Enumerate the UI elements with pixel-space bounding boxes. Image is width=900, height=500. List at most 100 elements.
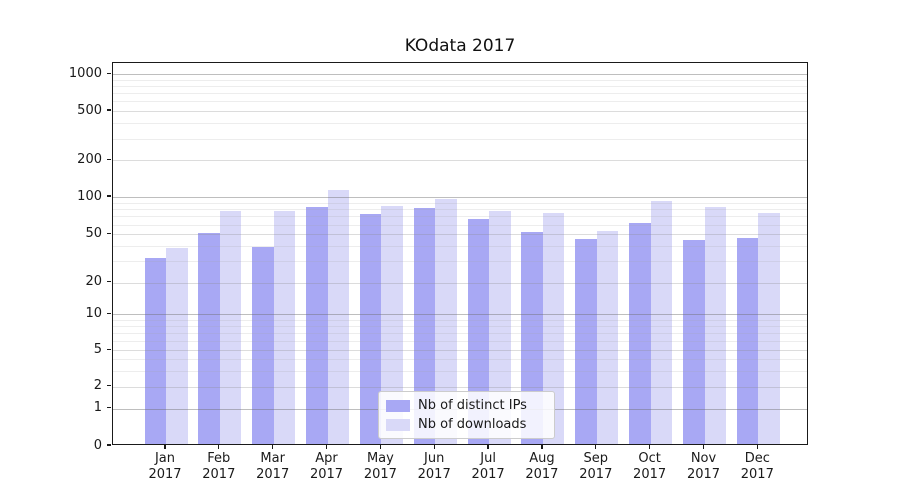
y-tick-label-2: 2: [93, 378, 102, 394]
bar-ips-dec: [736, 237, 759, 444]
legend-item-downloads: Nb of downloads: [386, 417, 546, 432]
bar-ips-apr: [306, 207, 328, 444]
x-tick-mark: [541, 445, 543, 449]
x-tick-label-month-jan: Jan: [154, 451, 176, 466]
gridline-300: [113, 138, 807, 140]
gridline-4: [113, 359, 807, 361]
y-tick-mark: [107, 407, 111, 409]
y-tick-mark: [107, 385, 111, 387]
gridline-200: [113, 160, 807, 162]
bar-ips-nov: [683, 240, 705, 444]
gridline-60: [113, 224, 807, 226]
x-tick-label-month-nov: Nov: [690, 451, 717, 466]
y-tick-label-200: 200: [77, 151, 102, 167]
bar-downloads-nov: [704, 207, 726, 444]
x-tick-label-month-jul: Jul: [480, 451, 496, 466]
chart-title: KOdata 2017: [404, 36, 516, 56]
y-tick-label-50: 50: [85, 225, 102, 241]
gridline-100: [113, 197, 807, 198]
y-tick-mark: [107, 72, 111, 74]
gridline-6: [113, 340, 807, 342]
bar-ips-may: [359, 214, 382, 444]
y-tick-label-10: 10: [85, 305, 102, 321]
y-tick-label-0: 0: [93, 437, 102, 453]
x-tick-mark: [272, 445, 274, 449]
x-tick-mark: [164, 445, 166, 449]
gridline-30: [113, 261, 807, 263]
bar-ips-jul: [467, 219, 490, 444]
gridline-70: [113, 216, 807, 218]
y-tick-mark: [107, 109, 111, 111]
legend-item-distinct-ips: Nb of distinct IPs: [386, 398, 546, 413]
x-tick-mark: [648, 445, 651, 449]
y-tick-label-20: 20: [85, 274, 102, 290]
gridline-90: [113, 202, 807, 204]
x-tick-label-month-mar: Mar: [260, 451, 285, 466]
x-tick-mark: [487, 445, 489, 449]
gridline-700: [113, 93, 807, 95]
x-tick-label-month-may: May: [366, 451, 394, 466]
bar-ips-mar: [252, 246, 274, 444]
x-tick-label-year-jun: 2017: [417, 467, 451, 482]
x-tick-label-month-apr: Apr: [315, 451, 338, 466]
gridline-10: [113, 314, 807, 316]
x-tick-label-year-oct: 2017: [633, 467, 667, 482]
y-tick-label-1000: 1000: [68, 65, 102, 81]
x-tick-label-month-dec: Dec: [744, 451, 770, 466]
bar-downloads-may: [381, 206, 403, 444]
gridline-800: [113, 86, 807, 88]
x-tick-mark: [756, 445, 758, 449]
x-tick-label-month-jun: Jun: [424, 451, 445, 466]
legend-label-distinct-ips: Nb of distinct IPs: [418, 398, 527, 413]
bar-downloads-oct: [650, 200, 673, 444]
x-tick-mark: [325, 445, 328, 449]
bar-downloads-aug: [542, 212, 565, 444]
y-tick-label-1: 1: [93, 400, 102, 416]
y-tick-label-500: 500: [77, 102, 102, 118]
gridline-9: [113, 319, 807, 321]
y-tick-mark: [107, 444, 111, 446]
plot-area: [112, 62, 808, 445]
x-tick-label-year-may: 2017: [363, 467, 397, 482]
x-tick-mark: [379, 445, 382, 449]
bar-downloads-jul: [489, 211, 511, 444]
bar-ips-feb: [198, 233, 220, 444]
legend-swatch-downloads: [386, 418, 410, 431]
gridline-50: [113, 234, 807, 236]
bar-ips-jan: [144, 257, 166, 444]
x-tick-label-month-sep: Sep: [583, 451, 609, 466]
x-tick-label-year-jul: 2017: [471, 467, 505, 482]
x-tick-label-year-nov: 2017: [686, 467, 721, 482]
y-tick-mark: [107, 281, 111, 283]
bar-downloads-jan: [166, 248, 188, 444]
gridline-3: [113, 370, 807, 372]
bar-downloads-mar: [273, 210, 296, 444]
gridline-5: [113, 350, 807, 352]
legend-swatch-distinct-ips: [386, 399, 410, 412]
x-tick-label-year-jan: 2017: [148, 467, 182, 482]
y-tick-mark: [107, 312, 111, 314]
x-tick-label-month-oct: Oct: [638, 451, 661, 466]
x-tick-mark: [433, 445, 435, 449]
y-tick-mark: [107, 195, 111, 197]
bar-downloads-sep: [596, 231, 619, 444]
bar-ips-oct: [629, 222, 651, 444]
y-tick-label-100: 100: [77, 188, 102, 204]
bar-downloads-feb: [219, 210, 242, 444]
bar-downloads-apr: [327, 190, 349, 444]
x-tick-label-month-aug: Aug: [529, 451, 555, 466]
gridline-400: [113, 123, 807, 124]
y-tick-mark: [107, 232, 111, 234]
x-tick-label-month-feb: Feb: [207, 451, 231, 466]
x-tick-label-year-aug: 2017: [525, 467, 559, 482]
gridline-500: [113, 111, 807, 112]
x-tick-label-year-sep: 2017: [579, 467, 613, 482]
legend: Nb of distinct IPs Nb of downloads: [378, 391, 555, 439]
bar-ips-jun: [413, 208, 436, 444]
y-tick-mark: [107, 348, 111, 350]
bar-ips-sep: [575, 239, 597, 444]
gridline-7: [113, 332, 807, 334]
x-tick-mark: [702, 445, 705, 449]
x-tick-label-year-apr: 2017: [309, 467, 344, 482]
y-tick-label-5: 5: [93, 341, 102, 357]
